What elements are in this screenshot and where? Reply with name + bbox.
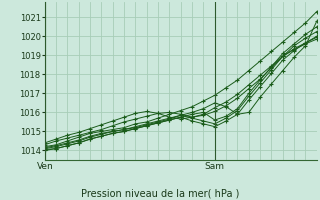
Text: Ven: Ven: [36, 162, 53, 171]
Text: Sam: Sam: [205, 162, 225, 171]
Text: Pression niveau de la mer( hPa ): Pression niveau de la mer( hPa ): [81, 188, 239, 198]
